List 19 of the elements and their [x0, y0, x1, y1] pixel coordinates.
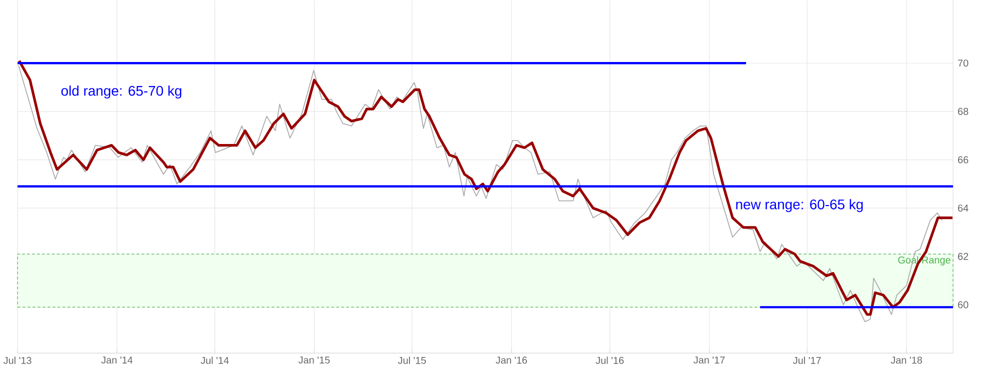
y-tick-label: 66: [958, 156, 968, 164]
annotation: old range: 65-70 kg: [61, 85, 182, 98]
annotation: new range: 60-65 kg: [736, 199, 863, 212]
x-tick-label: Jan '18: [890, 356, 922, 364]
x-tick-label: Jul '16: [596, 356, 624, 364]
y-tick-label: 60: [958, 301, 968, 308]
x-tick-label: Jan '16: [496, 356, 527, 364]
x-tick-label: Jul '14: [200, 356, 229, 364]
x-tick-label: Jan '17: [694, 356, 725, 364]
y-tick-label: 70: [958, 60, 968, 67]
y-tick-label: 64: [958, 204, 968, 212]
y-tick-label: 68: [958, 108, 968, 115]
x-tick-label: Jul '13: [3, 356, 32, 364]
x-tick-label: Jan '15: [298, 356, 330, 364]
y-tick-label: 62: [958, 252, 968, 260]
x-tick-label: Jul '15: [398, 356, 426, 364]
band-label: Goal Range: [898, 256, 950, 266]
x-tick-label: Jul '17: [793, 356, 821, 364]
x-tick-label: Jan '14: [101, 356, 133, 364]
